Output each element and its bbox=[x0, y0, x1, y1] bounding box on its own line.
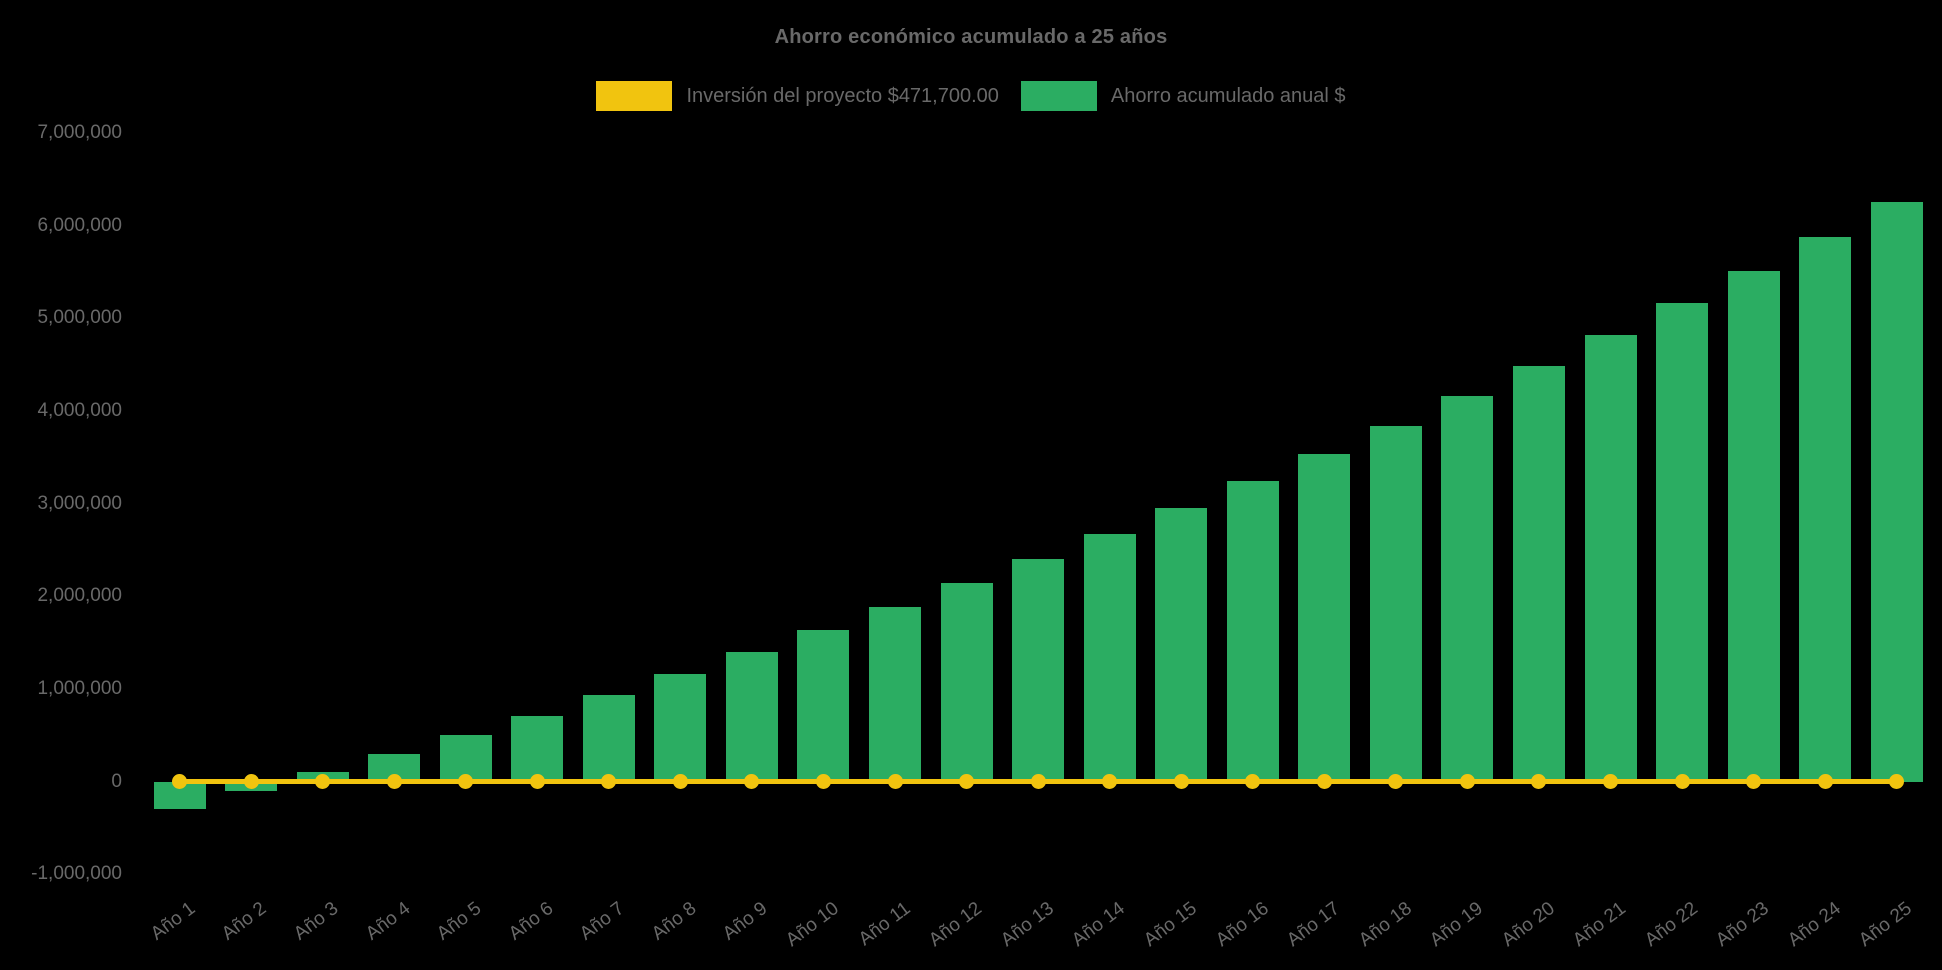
y-axis-tick-label: 4,000,000 bbox=[37, 399, 122, 421]
x-axis-tick-label: Año 12 bbox=[925, 898, 987, 952]
bar-año-20 bbox=[1512, 366, 1565, 782]
x-axis-tick-label: Año 18 bbox=[1354, 898, 1416, 952]
x-axis-tick-label: Año 16 bbox=[1211, 898, 1273, 952]
legend-swatch-investment bbox=[596, 81, 673, 111]
bar-año-7 bbox=[582, 695, 635, 782]
bar-año-15 bbox=[1155, 508, 1208, 782]
x-axis-tick-label: Año 22 bbox=[1640, 898, 1702, 952]
investment-line-point bbox=[744, 774, 760, 790]
y-axis-tick-label: 3,000,000 bbox=[37, 492, 122, 514]
x-axis-tick-label: Año 1 bbox=[146, 898, 200, 945]
investment-line-point bbox=[1531, 774, 1547, 790]
bar-año-17 bbox=[1298, 454, 1351, 782]
investment-line-point bbox=[1102, 774, 1118, 790]
investment-line-point bbox=[1245, 774, 1261, 790]
investment-line-point bbox=[887, 774, 903, 790]
legend-label-savings: Ahorro acumulado anual $ bbox=[1110, 84, 1346, 107]
bar-año-24 bbox=[1799, 236, 1852, 782]
y-axis-tick-label: 2,000,000 bbox=[37, 585, 122, 607]
x-axis-tick-label: Año 6 bbox=[504, 898, 557, 945]
investment-line-point bbox=[172, 774, 187, 790]
bar-año-11 bbox=[869, 607, 921, 782]
y-axis-tick-label: 5,000,000 bbox=[37, 307, 122, 329]
legend-item-investment: Inversión del proyecto $471,700.00 bbox=[596, 81, 999, 111]
legend-label-investment: Inversión del proyecto $471,700.00 bbox=[686, 84, 999, 107]
x-axis-tick-label: Año 23 bbox=[1712, 898, 1774, 952]
x-axis-tick-label: Año 14 bbox=[1068, 898, 1130, 952]
investment-line-point bbox=[315, 774, 331, 790]
x-axis-tick-label: Año 3 bbox=[289, 898, 343, 945]
y-axis-tick-label: 7,000,000 bbox=[37, 121, 122, 143]
bar-año-25 bbox=[1870, 202, 1923, 782]
x-axis-tick-label: Año 11 bbox=[855, 898, 915, 951]
investment-line-point bbox=[959, 774, 975, 790]
bar-año-18 bbox=[1369, 425, 1422, 782]
x-axis-tick-label: Año 21 bbox=[1569, 898, 1631, 952]
bar-año-9 bbox=[725, 651, 778, 782]
x-axis-tick-label: Año 19 bbox=[1426, 898, 1488, 952]
investment-line-point bbox=[243, 774, 259, 790]
x-axis-tick-label: Año 20 bbox=[1497, 898, 1559, 952]
investment-line-point bbox=[1173, 774, 1189, 790]
bar-año-22 bbox=[1656, 303, 1709, 782]
investment-line-point bbox=[1674, 774, 1690, 790]
x-axis-tick-label: Año 25 bbox=[1855, 898, 1917, 952]
y-axis-tick-label: 0 bbox=[111, 770, 122, 792]
chart-title: Ahorro económico acumulado a 25 años bbox=[774, 26, 1168, 48]
bar-año-14 bbox=[1083, 534, 1136, 782]
bar-año-13 bbox=[1012, 559, 1065, 782]
x-axis-tick-label: Año 7 bbox=[576, 898, 629, 945]
investment-line-point bbox=[1603, 774, 1618, 790]
x-axis-tick-label: Año 4 bbox=[361, 898, 414, 945]
y-axis-tick-label: 1,000,000 bbox=[37, 678, 122, 699]
x-axis-tick-label: Año 24 bbox=[1784, 898, 1845, 952]
bar-año-21 bbox=[1584, 334, 1637, 782]
investment-line-point bbox=[815, 774, 831, 790]
x-axis-tick-label: Año 13 bbox=[997, 898, 1058, 952]
bar-año-12 bbox=[940, 583, 993, 782]
x-axis-tick-label: Año 8 bbox=[647, 898, 700, 945]
x-axis-tick-label: Año 5 bbox=[433, 898, 486, 945]
investment-line-point bbox=[386, 774, 402, 790]
legend-swatch-savings bbox=[1020, 81, 1097, 111]
investment-line-point bbox=[1388, 774, 1404, 790]
bar-año-5 bbox=[439, 735, 492, 782]
bar-año-19 bbox=[1441, 396, 1494, 782]
x-axis-tick-label: Año 9 bbox=[719, 898, 772, 945]
y-axis-tick-label: -1,000,000 bbox=[31, 863, 122, 885]
bar-año-6 bbox=[511, 715, 564, 782]
investment-line-point bbox=[1817, 774, 1833, 790]
investment-line-point bbox=[1030, 774, 1046, 790]
investment-line-point bbox=[1746, 774, 1762, 790]
bar-año-8 bbox=[654, 674, 707, 782]
bar-año-23 bbox=[1727, 270, 1780, 782]
chart-legend: Inversión del proyecto $471,700.00 Ahorr… bbox=[0, 81, 1942, 111]
y-axis-tick-label: 6,000,000 bbox=[37, 214, 122, 236]
x-axis-tick-label: Año 15 bbox=[1140, 898, 1201, 952]
investment-line-point bbox=[601, 774, 617, 790]
investment-line-point bbox=[1889, 774, 1905, 790]
bar-año-10 bbox=[797, 629, 850, 782]
investment-line-point bbox=[458, 774, 474, 790]
x-axis-tick-label: Año 17 bbox=[1283, 898, 1344, 952]
x-axis-tick-label: Año 10 bbox=[782, 898, 844, 952]
legend-item-savings: Ahorro acumulado anual $ bbox=[1020, 81, 1346, 111]
investment-line-point bbox=[529, 774, 545, 790]
investment-line-point bbox=[1459, 774, 1475, 790]
bar-año-16 bbox=[1226, 481, 1279, 782]
investment-line-point bbox=[672, 774, 688, 790]
x-axis-tick-label: Año 2 bbox=[218, 898, 271, 945]
investment-line-point bbox=[1316, 774, 1332, 790]
